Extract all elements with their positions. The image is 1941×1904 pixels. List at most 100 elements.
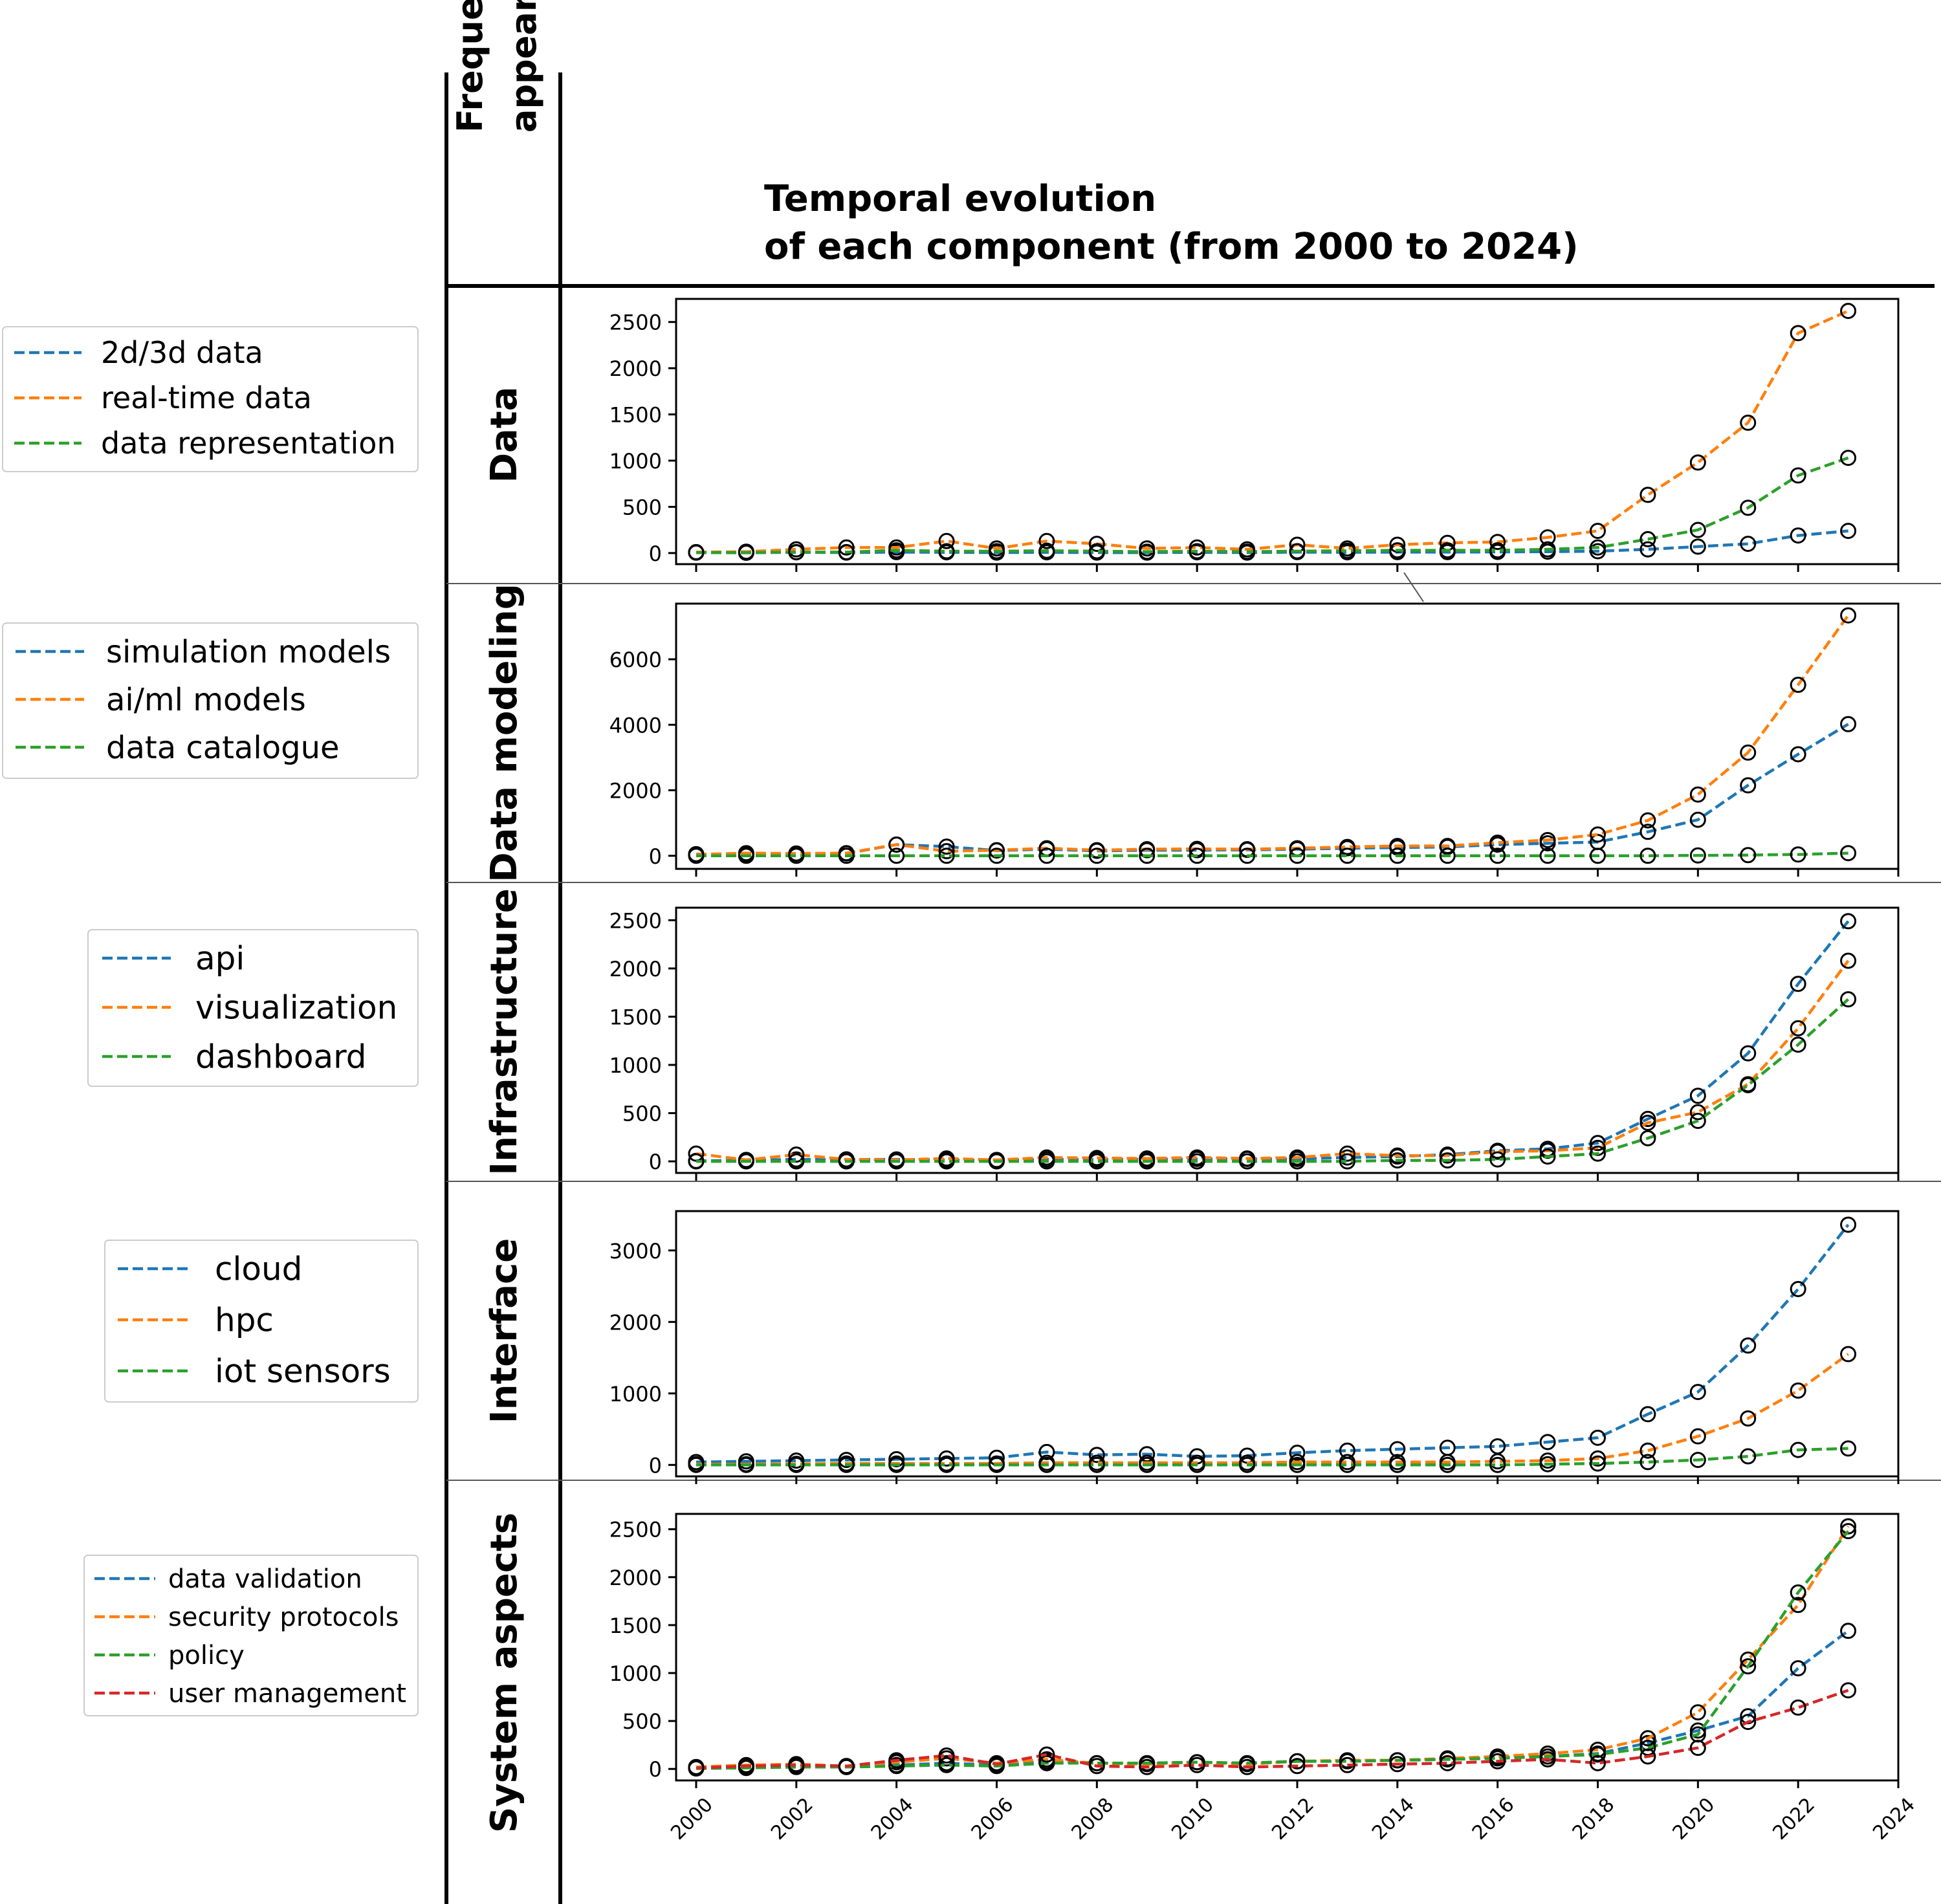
data-point-real-time-data — [1639, 487, 1656, 503]
y-tick-label: 0 — [649, 844, 662, 869]
data-point-data-catalogue — [1239, 848, 1256, 864]
data-point-cloud — [938, 1450, 955, 1467]
data-point-data-representation — [1088, 543, 1105, 560]
x-tick-label: 2016 — [1468, 1793, 1519, 1844]
data-point-user-management — [1239, 1758, 1256, 1775]
data-point-dashboard — [1589, 1145, 1606, 1162]
chart-panel-system-aspects: System aspects 0 500 1000 1500 2000 2500 2000 20… — [483, 1513, 1920, 1844]
data-point-data-catalogue — [1389, 848, 1406, 864]
y-tick-label: 0 — [649, 542, 662, 566]
data-point-data-representation — [1840, 450, 1857, 466]
data-point-cloud — [1289, 1445, 1306, 1461]
data-point-user-management — [1589, 1755, 1606, 1771]
data-point-data-catalogue — [1539, 848, 1556, 864]
data-point-iot-sensors — [1339, 1456, 1355, 1473]
data-point-ai-ml-models — [988, 842, 1005, 859]
data-point-iot-sensors — [888, 1456, 905, 1473]
row-label-infrastructure: Infrastructure — [483, 888, 525, 1176]
data-point-user-management — [988, 1756, 1005, 1773]
x-tick-label: 2008 — [1067, 1793, 1118, 1844]
data-point-data-catalogue — [738, 848, 754, 864]
data-point-user-management — [1038, 1746, 1055, 1763]
data-point-cloud — [1389, 1441, 1406, 1458]
data-point-user-management — [1139, 1758, 1156, 1775]
data-point-data-representation — [1539, 541, 1556, 558]
data-point-security-protocols — [1689, 1704, 1706, 1721]
data-point-dashboard — [1689, 1112, 1706, 1129]
series-line-visualization — [696, 959, 1850, 1162]
data-point-data-catalogue — [1790, 846, 1806, 863]
data-point-cloud — [1539, 1434, 1556, 1450]
data-point-ai-ml-models — [1689, 786, 1706, 803]
data-point-data-catalogue — [1289, 848, 1306, 864]
data-point-iot-sensors — [1189, 1456, 1205, 1473]
data-point-api — [1790, 976, 1806, 992]
legend-interface: cloud hpc iot sensors — [104, 1240, 419, 1403]
data-point-user-management — [1840, 1682, 1857, 1699]
data-point-iot-sensors — [938, 1456, 955, 1473]
y-tick-label: 2000 — [609, 356, 662, 381]
data-point-data-representation — [1740, 499, 1757, 516]
data-point-data-representation — [738, 544, 754, 561]
data-point-real-time-data — [1489, 534, 1506, 551]
data-point-visualization — [1389, 1147, 1406, 1164]
series-line-simulation-models — [696, 723, 1849, 856]
legend-label-visualization: visualization — [195, 989, 397, 1027]
data-point-dashboard — [1339, 1153, 1355, 1170]
data-point-cloud — [1689, 1384, 1706, 1401]
data-point-user-management — [688, 1760, 705, 1777]
data-point-api — [1339, 1149, 1355, 1166]
data-point-data-catalogue — [788, 848, 805, 864]
data-point-visualization — [1038, 1149, 1055, 1166]
data-point-ai-ml-models — [1439, 838, 1456, 855]
data-point-hpc — [1790, 1382, 1806, 1399]
data-point-data-catalogue — [1639, 848, 1656, 864]
legends: 2d/3d data real-time data data representat… — [2, 326, 419, 1716]
legend-label-simulation-models: simulation models — [106, 634, 391, 670]
data-point-api — [1639, 1111, 1656, 1128]
data-point-iot-sensors — [1489, 1456, 1506, 1473]
data-point-ai-ml-models — [1389, 838, 1406, 855]
data-point-cloud — [1139, 1446, 1156, 1463]
data-point-user-management — [1289, 1758, 1306, 1775]
data-point-2d-3d-data — [1689, 538, 1706, 555]
data-point-dashboard — [688, 1153, 705, 1170]
data-point-ai-ml-models — [1339, 838, 1355, 855]
data-point-data-catalogue — [1038, 848, 1055, 864]
data-point-cloud — [1790, 1280, 1806, 1297]
data-point-user-management — [1439, 1755, 1456, 1771]
data-point-data-catalogue — [1489, 848, 1506, 864]
data-point-iot-sensors — [1539, 1456, 1556, 1472]
data-point-user-management — [738, 1758, 754, 1775]
data-point-dashboard — [1840, 991, 1857, 1008]
data-point-ai-ml-models — [1489, 835, 1506, 851]
data-point-real-time-data — [838, 539, 855, 556]
data-point-data-representation — [1339, 542, 1355, 559]
data-point-ai-ml-models — [1639, 812, 1656, 829]
data-point-data-representation — [838, 543, 855, 560]
data-point-visualization — [688, 1145, 705, 1162]
data-point-hpc — [1740, 1410, 1757, 1427]
series-line-policy — [696, 1530, 1850, 1770]
data-point-policy — [1038, 1755, 1055, 1771]
data-point-policy — [1639, 1740, 1656, 1756]
data-point-hpc — [1639, 1442, 1656, 1459]
data-point-hpc — [1689, 1428, 1706, 1445]
data-point-policy — [1840, 1523, 1857, 1540]
data-point-ai-ml-models — [1840, 607, 1857, 624]
data-point-iot-sensors — [1038, 1456, 1055, 1473]
data-point-cloud — [1840, 1216, 1857, 1233]
series-line-real-time-data — [696, 309, 1849, 554]
data-point-iot-sensors — [1689, 1452, 1706, 1469]
series-line-api — [696, 920, 1850, 1163]
data-point-simulation-models — [1639, 824, 1656, 840]
data-point-dashboard — [988, 1153, 1005, 1170]
data-point-dashboard — [888, 1153, 905, 1170]
legend-label-ai-ml-models: ai/ml models — [106, 682, 306, 718]
data-point-data-representation — [1489, 542, 1506, 559]
data-point-dashboard — [1740, 1077, 1757, 1093]
data-point-data-representation — [1689, 521, 1706, 538]
data-point-real-time-data — [1740, 414, 1757, 431]
data-point-2d-3d-data — [1840, 523, 1857, 540]
